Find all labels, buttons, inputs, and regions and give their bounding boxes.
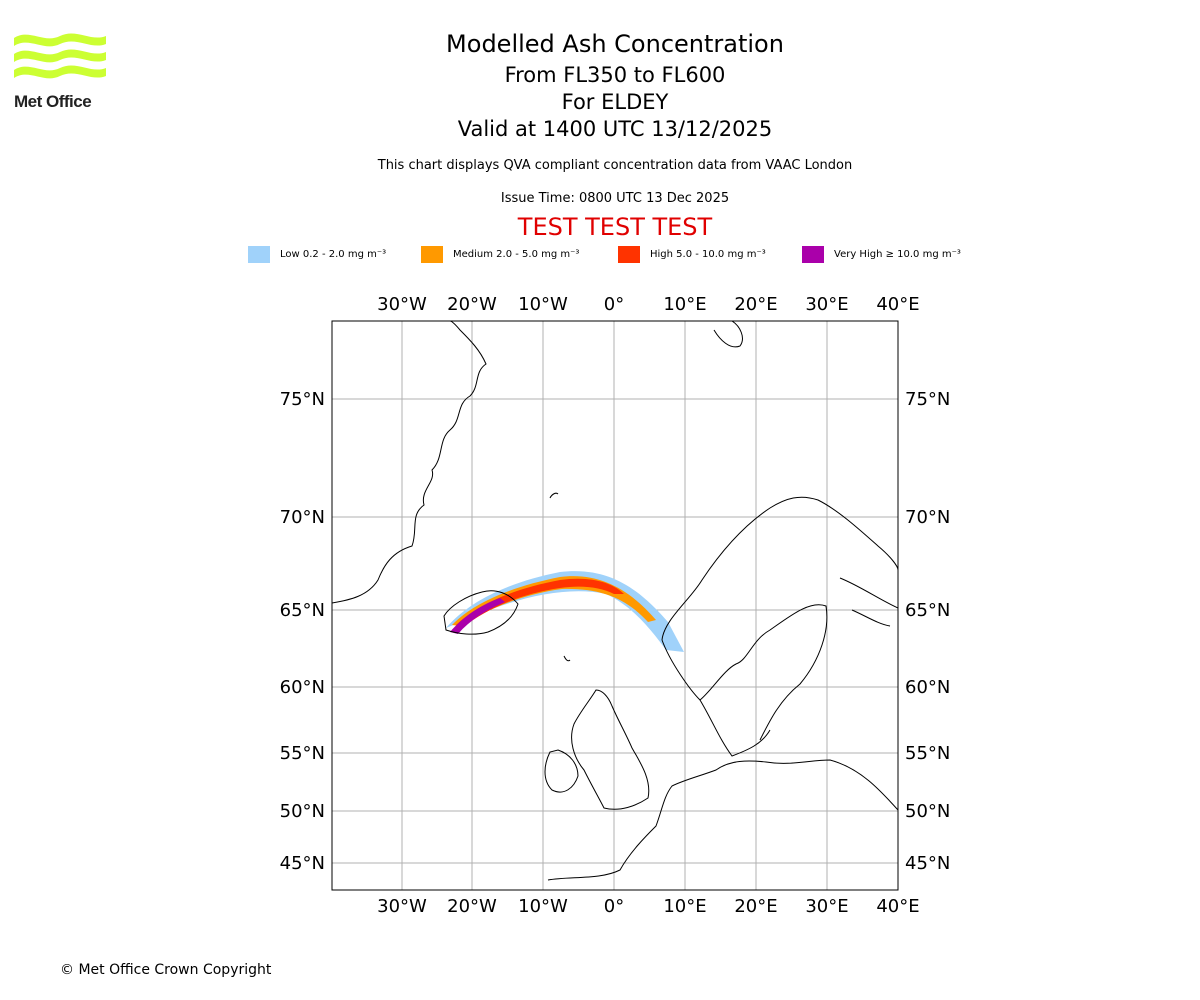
legend-label-high: High 5.0 - 10.0 mg m⁻³: [650, 248, 766, 260]
map-frame: [331, 320, 899, 891]
scandinavia-coast: [661, 496, 898, 641]
mainland-scandinavia-south: [699, 699, 771, 757]
lat-tick-left-5: 55°N: [280, 743, 325, 764]
kola-coast: [851, 609, 891, 627]
lat-ticks-left: 75°N 70°N 65°N 60°N 55°N 50°N 45°N: [280, 389, 325, 874]
lon-tick-top-5: 10°E: [663, 294, 706, 315]
lat-tick-left-2: 70°N: [280, 507, 325, 528]
lat-tick-left-3: 65°N: [280, 600, 325, 621]
region-name: For ELDEY: [561, 90, 669, 114]
legend-swatch-high: [618, 245, 640, 263]
jan-mayen-coast: [549, 492, 559, 499]
legend-label-very-high: Very High ≥ 10.0 mg m⁻³: [834, 248, 961, 260]
svalbard-coast: [713, 321, 743, 348]
lon-tick-bottom-6: 20°E: [734, 896, 777, 917]
faroe-coast: [563, 655, 571, 662]
lat-tick-right-5: 55°N: [905, 743, 950, 764]
lat-tick-right-1: 75°N: [905, 389, 950, 410]
lat-tick-right-7: 45°N: [905, 853, 950, 874]
ireland-coast: [544, 749, 579, 793]
lat-tick-right-3: 65°N: [905, 600, 950, 621]
lon-tick-bottom-5: 10°E: [663, 896, 706, 917]
continental-europe-coast: [547, 759, 898, 881]
lon-ticks-bottom: 30°W 20°W 10°W 0° 10°E 20°E 30°E 40°E: [377, 896, 919, 917]
greenland-coast: [332, 321, 487, 604]
valid-time: Valid at 1400 UTC 13/12/2025: [457, 117, 773, 141]
chart-title: Modelled Ash Concentration: [446, 30, 784, 58]
legend-item-very-high: Very High ≥ 10.0 mg m⁻³: [802, 244, 961, 264]
lat-tick-right-6: 50°N: [905, 801, 950, 822]
lat-tick-left-4: 60°N: [280, 677, 325, 698]
lon-tick-bottom-8: 40°E: [876, 896, 919, 917]
flight-levels: From FL350 to FL600: [504, 63, 726, 87]
lon-tick-bottom-7: 30°E: [805, 896, 848, 917]
iceland-coast: [443, 590, 519, 635]
lon-tick-bottom-2: 20°W: [447, 896, 497, 917]
lat-tick-left-1: 75°N: [280, 389, 325, 410]
novaya-zemlya-coast: [839, 577, 898, 609]
compliance-note: This chart displays QVA compliant concen…: [377, 158, 853, 173]
lat-tick-right-4: 60°N: [905, 677, 950, 698]
copyright-notice: © Met Office Crown Copyright: [60, 962, 272, 978]
lon-tick-top-1: 30°W: [377, 294, 427, 315]
lat-tick-left-7: 45°N: [280, 853, 325, 874]
lon-tick-top-6: 20°E: [734, 294, 777, 315]
great-britain-coast: [571, 689, 650, 810]
lon-tick-top-2: 20°W: [447, 294, 497, 315]
legend-swatch-medium: [421, 245, 443, 263]
lon-ticks-top: 30°W 20°W 10°W 0° 10°E 20°E 30°E 40°E: [377, 294, 919, 315]
legend-swatch-very-high: [802, 245, 824, 263]
lon-tick-top-3: 10°W: [518, 294, 568, 315]
lat-tick-left-6: 50°N: [280, 801, 325, 822]
ash-plume: [446, 571, 684, 652]
lon-tick-bottom-4: 0°: [604, 896, 624, 917]
lat-tick-right-2: 70°N: [905, 507, 950, 528]
lon-tick-top-8: 40°E: [876, 294, 919, 315]
legend-item-low: Low 0.2 - 2.0 mg m⁻³: [248, 244, 386, 264]
lon-tick-bottom-3: 10°W: [518, 896, 568, 917]
issue-time: Issue Time: 0800 UTC 13 Dec 2025: [500, 191, 730, 206]
coastlines: [332, 321, 898, 881]
legend-swatch-low: [248, 245, 270, 263]
legend-label-low: Low 0.2 - 2.0 mg m⁻³: [280, 248, 387, 260]
concentration-legend: Low 0.2 - 2.0 mg m⁻³ Medium 2.0 - 5.0 mg…: [248, 244, 1008, 264]
met-office-waves-icon: [14, 33, 106, 79]
lon-tick-bottom-1: 30°W: [377, 896, 427, 917]
lat-ticks-right: 75°N 70°N 65°N 60°N 55°N 50°N 45°N: [905, 389, 950, 874]
met-office-logo: Met Office: [14, 30, 106, 112]
legend-item-medium: Medium 2.0 - 5.0 mg m⁻³: [421, 244, 579, 264]
map-gridlines: [332, 321, 898, 890]
ash-plume-low: [446, 571, 684, 652]
lon-tick-top-7: 30°E: [805, 294, 848, 315]
met-office-logo-text: Met Office: [14, 92, 92, 111]
legend-label-medium: Medium 2.0 - 5.0 mg m⁻³: [453, 248, 580, 260]
legend-item-high: High 5.0 - 10.0 mg m⁻³: [618, 244, 766, 264]
lon-tick-top-4: 0°: [604, 294, 624, 315]
test-banner: TEST TEST TEST: [517, 213, 713, 241]
ash-plume-very-high: [450, 598, 505, 634]
scandinavia-inner-coast: [661, 604, 828, 741]
